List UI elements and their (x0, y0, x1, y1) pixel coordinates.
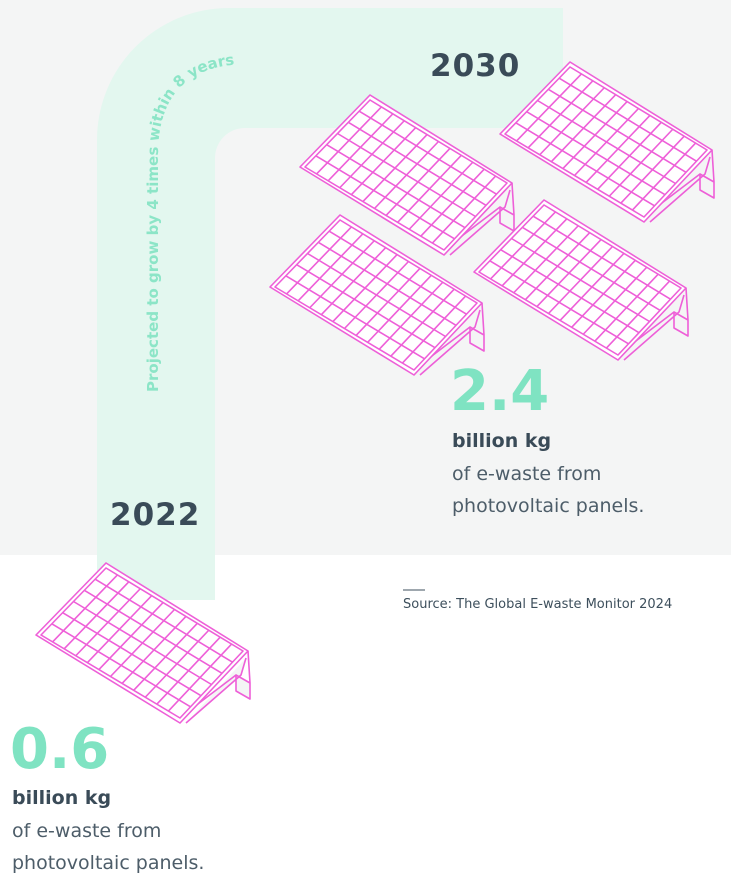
stat-description: of e-waste from photovoltaic panels. (452, 463, 645, 517)
panel-col (562, 101, 628, 170)
panel-col (297, 233, 364, 302)
panel-col (420, 168, 485, 237)
panel-stand (623, 287, 689, 361)
panel-col (536, 239, 602, 308)
panel-col (286, 226, 352, 295)
panel-col (332, 254, 398, 323)
panel-col (527, 80, 594, 149)
panel-col (350, 127, 417, 196)
year-label: 2022 (110, 497, 201, 533)
panel-col (573, 107, 640, 177)
panel-col (571, 259, 636, 328)
panel-col (605, 280, 671, 349)
solar-panels (35, 61, 715, 724)
panel-col (408, 161, 474, 230)
stat-value: 0.6 (10, 717, 110, 782)
stat-unit: billion kg (12, 787, 112, 809)
panel-col (597, 121, 662, 190)
panel-col (608, 128, 674, 197)
panel-col (385, 147, 451, 216)
solar-panel (499, 61, 715, 223)
panel-col (109, 608, 176, 678)
solar-panel (299, 94, 515, 256)
panel-col (582, 266, 648, 335)
panel-col (309, 240, 375, 309)
panel-col (167, 643, 233, 712)
panel-col (355, 267, 421, 336)
panel-col (401, 295, 467, 364)
panel-col (539, 87, 605, 156)
panel-stand (185, 650, 251, 724)
panel-col (378, 281, 444, 350)
panel-col (343, 260, 410, 330)
panel-col (320, 247, 387, 316)
panel-stand (649, 149, 715, 223)
year-label: 2030 (430, 48, 521, 84)
panel-col (631, 142, 697, 211)
panel-col (431, 175, 497, 244)
panel-col (547, 245, 614, 315)
growth-arrow-band (97, 8, 563, 600)
panel-col (490, 211, 556, 280)
panel-col (63, 581, 130, 650)
source-note: Source: The Global E-waste Monitor 2024 (403, 597, 673, 612)
panel-col (52, 574, 118, 643)
panel-col (367, 274, 432, 343)
panel-col (516, 73, 582, 142)
stat-description: of e-waste from photovoltaic panels. (12, 820, 205, 874)
stat-unit: billion kg (452, 430, 552, 452)
panel-col (144, 629, 210, 698)
panel-col (524, 232, 591, 301)
panel-col (121, 615, 187, 684)
panel-col (585, 114, 651, 183)
panel-col (316, 106, 382, 175)
stat-value: 2.4 (450, 359, 550, 424)
panel-col (559, 252, 625, 321)
solar-panel (473, 199, 689, 361)
panel-stand (419, 302, 485, 376)
panel-col (513, 225, 579, 294)
panel-col (133, 622, 198, 691)
panel-inner (304, 99, 508, 251)
panel-stand (449, 182, 515, 256)
panel-col (86, 595, 153, 664)
panel-col (501, 218, 568, 287)
panel-col (594, 273, 659, 342)
panel-col (373, 140, 440, 210)
panel-col (156, 636, 221, 705)
panel-col (620, 135, 685, 204)
panel-col (397, 154, 462, 223)
panel-inner (274, 219, 478, 371)
panel-col (75, 588, 141, 657)
panel-col (390, 288, 455, 357)
panel-col (327, 113, 394, 182)
solar-panel (269, 214, 485, 376)
panel-col (550, 94, 617, 163)
solar-panel (35, 562, 251, 724)
panel-col (98, 602, 164, 671)
panel-col (339, 120, 405, 189)
panel-col (362, 134, 428, 203)
